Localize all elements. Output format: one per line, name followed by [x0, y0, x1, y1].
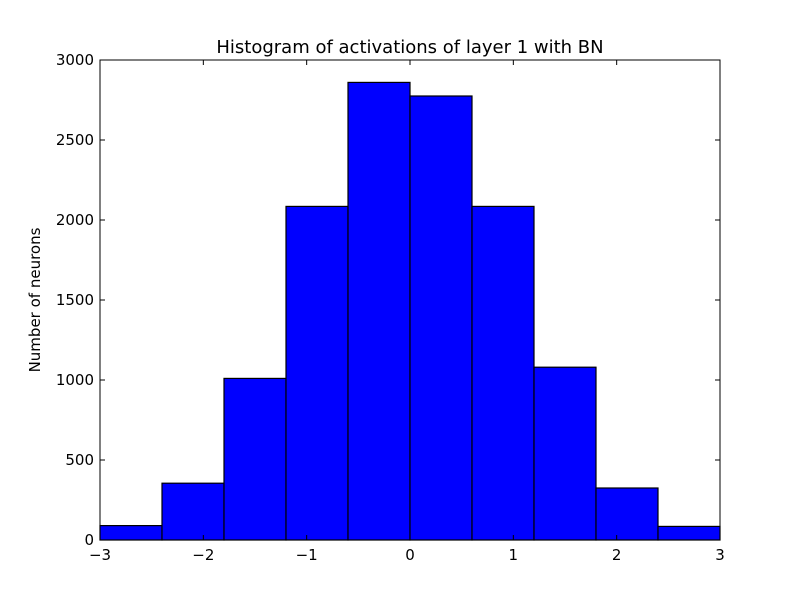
histogram-bar-8 [533, 366, 597, 541]
y-tick-label: 1500 [56, 291, 94, 309]
y-tick-label: 1000 [56, 371, 94, 389]
x-tick-label: 2 [612, 546, 622, 564]
histogram-bar-9 [595, 487, 659, 541]
histogram-bar-3 [223, 377, 287, 541]
bars-layer [99, 81, 721, 541]
x-tick-label: −3 [89, 546, 111, 564]
x-tick-label: 3 [715, 546, 725, 564]
x-tick-label: −2 [192, 546, 214, 564]
plot-frame [99, 59, 721, 541]
x-tick-label: 0 [405, 546, 415, 564]
histogram-bar-10 [657, 525, 721, 541]
histogram-bar-5 [347, 81, 411, 541]
y-tick-label: 2500 [56, 131, 94, 149]
chart-title: Histogram of activations of layer 1 with… [216, 37, 603, 58]
histogram-bar-1 [99, 524, 163, 541]
x-tick-label: 1 [509, 546, 519, 564]
ticks-layer: −3 −2 −1 0 1 2 3 0 500 1000 1500 2000 2500 3000 [56, 51, 725, 564]
histogram-bar-2 [161, 482, 225, 541]
y-axis-label: Number of neurons [26, 227, 44, 372]
histogram-bar-4 [285, 205, 349, 541]
y-tick-label: 3000 [56, 51, 94, 69]
y-tick-label: 500 [65, 451, 94, 469]
y-tick-label: 2000 [56, 211, 94, 229]
histogram-bar-6 [409, 95, 473, 541]
histogram-bar-7 [471, 205, 535, 541]
y-tick-label: 0 [84, 531, 94, 549]
x-tick-label: −1 [296, 546, 318, 564]
